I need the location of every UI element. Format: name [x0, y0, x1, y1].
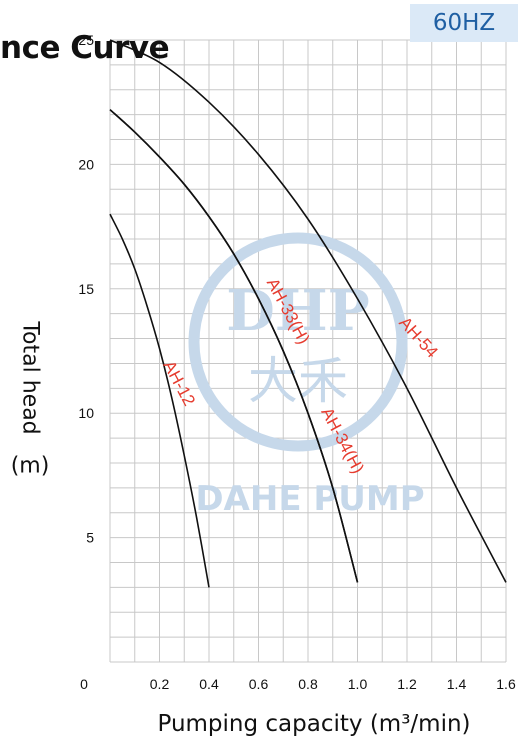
x-tick-label: 1.2 — [397, 676, 417, 692]
watermark: DHP 大禾 DAHE PUMP — [188, 232, 425, 519]
y-axis-label: Total head — [17, 321, 43, 435]
x-tick-label: 1.4 — [447, 676, 467, 692]
grid — [109, 39, 507, 663]
y-axis-unit: (m) — [10, 453, 50, 479]
x-tick-label: 0.8 — [298, 676, 318, 692]
x-tick-label: 0.6 — [249, 676, 269, 692]
axis-ticks: 0 0.2 0.4 0.6 0.8 1.0 1.2 1.4 1.6 5 10 15 20 25 — [78, 32, 516, 692]
chart-title: nce Curve — [0, 30, 170, 66]
y-tick-label: 15 — [78, 281, 94, 297]
x-axis-label: Pumping capacity (m³/min) — [157, 711, 471, 737]
watermark-chinese: 大禾 — [248, 352, 348, 410]
y-tick-label: 25 — [78, 32, 94, 48]
watermark-text: DAHE PUMP — [195, 479, 424, 519]
curve-ah-54 — [109, 39, 507, 583]
y-tick-label: 10 — [78, 405, 94, 421]
y-tick-label: 5 — [86, 530, 94, 546]
x-tick-label: 1.6 — [496, 676, 516, 692]
watermark-monogram: DHP — [226, 278, 370, 344]
x-tick-label: 0.4 — [199, 676, 219, 692]
curve-ah-34-h — [109, 109, 359, 583]
series — [109, 39, 507, 588]
watermark-ring — [188, 232, 408, 452]
x-tick-label: 1.0 — [348, 676, 368, 692]
y-tick-label: 20 — [78, 156, 94, 172]
x-tick-label: 0 — [80, 676, 88, 692]
x-tick-label: 0.2 — [150, 676, 170, 692]
frequency-badge: 60HZ — [410, 4, 518, 42]
curve-ah-12 — [109, 213, 210, 588]
